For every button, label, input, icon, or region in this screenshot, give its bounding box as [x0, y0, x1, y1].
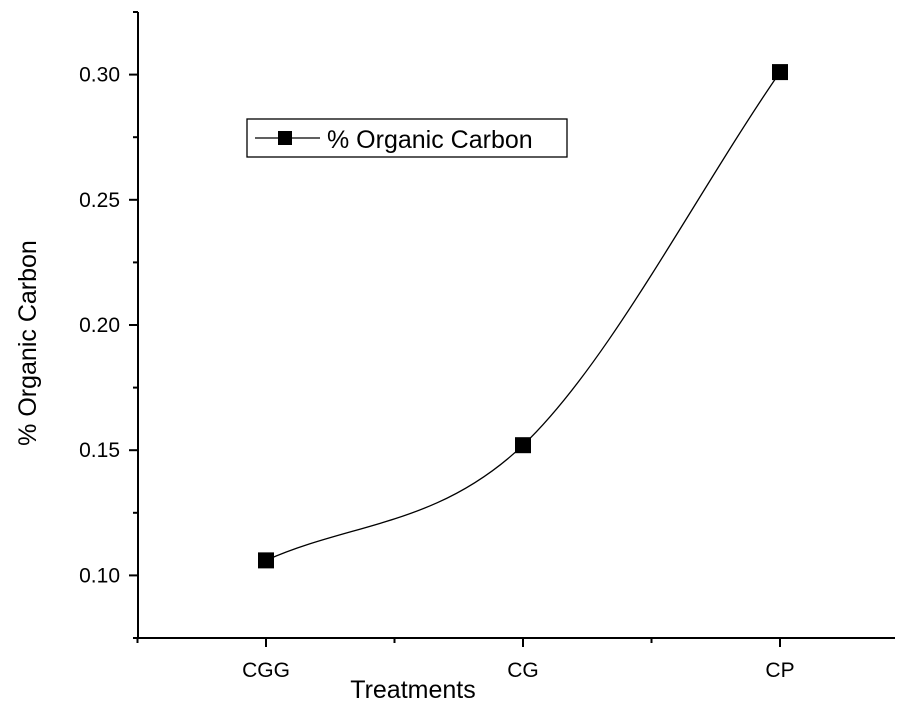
axes [137, 12, 895, 639]
y-axis-ticks: 0.10 0.15 0.20 0.25 0.30 [79, 11, 138, 639]
x-tick-label: CP [765, 659, 794, 682]
y-tick-label: 0.25 [79, 189, 120, 212]
x-tick-label: CGG [242, 659, 290, 682]
x-axis-ticks: CGG CG CP [136, 638, 795, 682]
data-point-marker [258, 552, 274, 569]
legend: % Organic Carbon [246, 118, 568, 158]
y-tick-label: 0.15 [79, 439, 120, 462]
y-tick-label: 0.20 [79, 314, 120, 337]
x-axis-title: Treatments [350, 676, 476, 702]
data-point-marker [772, 64, 788, 81]
y-axis-title: % Organic Carbon [14, 240, 42, 446]
x-tick-label: CG [507, 659, 539, 682]
data-point-marker [515, 437, 531, 454]
legend-marker-swatch [278, 131, 292, 145]
y-tick-label: 0.30 [79, 64, 120, 87]
series-line [265, 71, 781, 561]
y-tick-label: 0.10 [79, 564, 120, 587]
legend-label: % Organic Carbon [327, 126, 533, 154]
data-points [258, 64, 788, 569]
